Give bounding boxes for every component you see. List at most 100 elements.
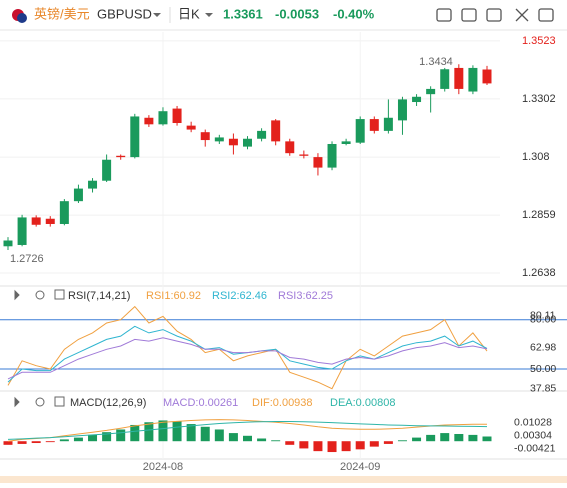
macd-bar: [243, 435, 252, 442]
legend-entry: RSI1:60.92: [146, 290, 201, 302]
macd-bar: [73, 437, 83, 442]
candle-body: [45, 218, 55, 224]
candle-body: [158, 111, 168, 125]
period[interactable]: 日K: [178, 6, 200, 21]
footer-strip: [0, 476, 567, 483]
candle-body: [228, 138, 238, 146]
legend-entry: RSI3:62.25: [278, 290, 333, 302]
candle-body: [17, 217, 27, 245]
macd-bar: [116, 429, 126, 442]
candle-body: [214, 137, 224, 142]
candle-body: [3, 240, 13, 247]
legend-entry: DEA:0.00808: [330, 397, 395, 409]
macd-bar: [299, 441, 309, 449]
candle-body: [144, 117, 154, 125]
candle-body: [31, 217, 41, 225]
y-tick-label: 1.2638: [522, 267, 556, 279]
candle-body: [243, 138, 252, 147]
y-tick-label: 1.2859: [522, 209, 556, 221]
macd-bar: [257, 438, 267, 442]
macd-bar: [426, 434, 436, 442]
macd-bar: [454, 433, 464, 442]
macd-bar: [200, 426, 210, 442]
y-tick-label: 1.308: [522, 151, 550, 163]
dropdown-icon[interactable]: [153, 13, 161, 17]
pair-cn: 英镑/美元: [34, 6, 90, 21]
y-tick-label: 80.00: [530, 313, 556, 325]
y-tick-label: 62.98: [530, 341, 556, 353]
macd-bar: [3, 441, 13, 445]
legend-entry: DIF:0.00938: [252, 397, 313, 409]
macd-bar: [102, 432, 112, 442]
macd-bar: [186, 424, 196, 442]
rsi-icons[interactable]: [14, 289, 65, 301]
y-tick-label: 0.01028: [514, 416, 552, 428]
macd-bar: [172, 421, 182, 442]
macd-bar: [88, 434, 98, 442]
macd-bar: [271, 440, 281, 442]
candle-body: [102, 159, 112, 181]
high-label: 1.3434: [419, 56, 453, 68]
candle-body: [355, 119, 365, 143]
candle-body: [130, 116, 140, 158]
candle-body: [440, 69, 450, 89]
y-tick-label: 37.85: [530, 383, 556, 395]
candle-body: [172, 108, 182, 124]
dropdown-icon[interactable]: [205, 13, 213, 17]
candle-body: [383, 117, 393, 131]
y-tick-label: 80.11: [530, 309, 556, 321]
legend-entry: RSI2:62.46: [212, 290, 267, 302]
macd-bar: [228, 433, 238, 442]
macd-bar: [482, 436, 492, 442]
macd-bar: [144, 422, 154, 442]
rsi-title: RSI(7,14,21): [68, 290, 130, 302]
change: -0.0053: [275, 6, 319, 21]
macd-bar: [397, 440, 407, 442]
candle-body: [59, 201, 69, 224]
macd-bar: [158, 420, 168, 442]
y-tick-label: -0.00421: [514, 443, 556, 455]
macd-bar: [313, 441, 323, 452]
macd-bar: [468, 434, 478, 442]
candle-body: [271, 120, 281, 142]
candle-body: [482, 69, 492, 84]
macd-bar: [383, 441, 393, 444]
y-tick-label: 1.3523: [522, 35, 556, 47]
x-tick-label: 2024-08: [143, 461, 183, 473]
macd-title: MACD(12,26,9): [70, 397, 146, 409]
macd-bar: [31, 441, 41, 444]
macd-bar: [341, 441, 351, 452]
macd-bar: [130, 424, 140, 442]
macd-bar: [327, 441, 337, 453]
macd-icons[interactable]: [14, 396, 65, 408]
candle-body: [412, 96, 422, 103]
y-tick-label: 0.00304: [514, 430, 552, 442]
toolbar-icons[interactable]: [436, 8, 554, 22]
pair-code[interactable]: GBPUSD: [97, 6, 152, 21]
macd-bar: [369, 441, 379, 447]
last-price: 1.3361: [223, 6, 263, 21]
candle-body: [299, 154, 309, 156]
macd-bar: [59, 439, 69, 442]
rsi-line: [7, 305, 488, 390]
candle-body: [186, 125, 196, 130]
macd-bar: [45, 441, 55, 443]
candle-body: [200, 132, 210, 141]
candle-body: [327, 143, 337, 168]
candle-body: [369, 119, 379, 131]
macd-bar: [355, 441, 365, 450]
y-tick-label: 1.3302: [522, 93, 556, 105]
y-tick-label: 50.00: [530, 363, 556, 375]
flag-icon: [12, 9, 27, 23]
x-tick-label: 2024-09: [340, 461, 380, 473]
candle-body: [397, 99, 407, 121]
macd-bar: [440, 433, 450, 442]
macd-bar: [17, 441, 27, 444]
candle-body: [285, 141, 295, 154]
macd-bar: [412, 437, 422, 442]
rsi-line: [7, 337, 488, 380]
low-label: 1.2726: [10, 253, 44, 265]
candle-body: [426, 88, 436, 95]
candle-body: [468, 67, 478, 92]
